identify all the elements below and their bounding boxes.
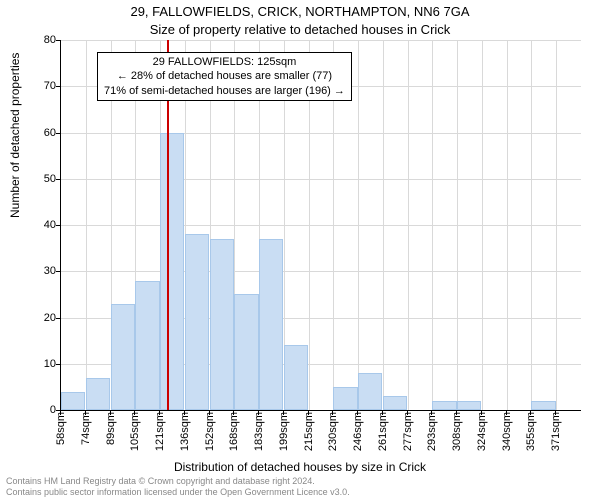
annotation-line2: ← 28% of detached houses are smaller (77… bbox=[104, 69, 345, 83]
xtick-label: 152sqm bbox=[204, 412, 216, 451]
chart-title-sub: Size of property relative to detached ho… bbox=[0, 22, 600, 37]
ytick-label: 80 bbox=[44, 34, 56, 46]
ytick-label: 40 bbox=[44, 219, 56, 231]
gridline-h bbox=[61, 40, 581, 41]
histogram-bar bbox=[259, 239, 283, 410]
gridline-h bbox=[61, 133, 581, 134]
footer-attribution: Contains HM Land Registry data © Crown c… bbox=[6, 476, 350, 498]
histogram-bar bbox=[86, 378, 110, 410]
xtick-label: 277sqm bbox=[402, 412, 414, 451]
chart-container: 29, FALLOWFIELDS, CRICK, NORTHAMPTON, NN… bbox=[0, 0, 600, 500]
ytick-label: 10 bbox=[44, 358, 56, 370]
histogram-bar bbox=[432, 401, 456, 410]
ytick-mark bbox=[56, 225, 61, 226]
xtick-label: 121sqm bbox=[154, 412, 166, 451]
gridline-h bbox=[61, 225, 581, 226]
annotation-line1: 29 FALLOWFIELDS: 125sqm bbox=[104, 55, 345, 69]
gridline-h bbox=[61, 271, 581, 272]
ytick-mark bbox=[56, 364, 61, 365]
xtick-label: 324sqm bbox=[476, 412, 488, 451]
ytick-label: 20 bbox=[44, 312, 56, 324]
ytick-mark bbox=[56, 40, 61, 41]
gridline-h bbox=[61, 179, 581, 180]
histogram-bar bbox=[333, 387, 357, 410]
ytick-mark bbox=[56, 86, 61, 87]
xtick-label: 308sqm bbox=[451, 412, 463, 451]
ytick-mark bbox=[56, 133, 61, 134]
xtick-label: 168sqm bbox=[228, 412, 240, 451]
histogram-bar bbox=[210, 239, 234, 410]
histogram-bar bbox=[284, 345, 308, 410]
xtick-label: 246sqm bbox=[352, 412, 364, 451]
plot-area: 29 FALLOWFIELDS: 125sqm ← 28% of detache… bbox=[60, 40, 581, 411]
histogram-bar bbox=[111, 304, 135, 410]
histogram-bar bbox=[135, 281, 159, 411]
ytick-label: 30 bbox=[44, 265, 56, 277]
xtick-label: 230sqm bbox=[327, 412, 339, 451]
xtick-label: 371sqm bbox=[550, 412, 562, 451]
xtick-label: 293sqm bbox=[426, 412, 438, 451]
ytick-mark bbox=[56, 318, 61, 319]
histogram-bar bbox=[457, 401, 481, 410]
xtick-label: 105sqm bbox=[129, 412, 141, 451]
ytick-label: 60 bbox=[44, 127, 56, 139]
histogram-bar bbox=[531, 401, 555, 410]
histogram-bar bbox=[358, 373, 382, 410]
histogram-bar bbox=[185, 234, 209, 410]
histogram-bar bbox=[234, 294, 258, 410]
ytick-mark bbox=[56, 271, 61, 272]
x-axis-label: Distribution of detached houses by size … bbox=[0, 460, 600, 474]
histogram-bar bbox=[160, 133, 184, 411]
footer-line1: Contains HM Land Registry data © Crown c… bbox=[6, 476, 350, 487]
histogram-bar bbox=[61, 392, 85, 411]
footer-line2: Contains public sector information licen… bbox=[6, 487, 350, 498]
ytick-label: 70 bbox=[44, 80, 56, 92]
ytick-label: 50 bbox=[44, 173, 56, 185]
xtick-label: 89sqm bbox=[105, 412, 117, 445]
xtick-label: 58sqm bbox=[55, 412, 67, 445]
annotation-line3: 71% of semi-detached houses are larger (… bbox=[104, 84, 345, 98]
x-ticks: 58sqm74sqm89sqm105sqm121sqm136sqm152sqm1… bbox=[60, 410, 580, 460]
xtick-label: 261sqm bbox=[377, 412, 389, 451]
xtick-label: 355sqm bbox=[525, 412, 537, 451]
xtick-label: 136sqm bbox=[179, 412, 191, 451]
y-ticks: 01020304050607080 bbox=[0, 40, 60, 410]
xtick-label: 215sqm bbox=[303, 412, 315, 451]
xtick-label: 74sqm bbox=[80, 412, 92, 445]
histogram-bar bbox=[383, 396, 407, 410]
xtick-label: 340sqm bbox=[501, 412, 513, 451]
xtick-label: 183sqm bbox=[253, 412, 265, 451]
xtick-label: 199sqm bbox=[278, 412, 290, 451]
annotation-box: 29 FALLOWFIELDS: 125sqm ← 28% of detache… bbox=[97, 52, 352, 101]
chart-title-main: 29, FALLOWFIELDS, CRICK, NORTHAMPTON, NN… bbox=[0, 4, 600, 19]
ytick-mark bbox=[56, 179, 61, 180]
